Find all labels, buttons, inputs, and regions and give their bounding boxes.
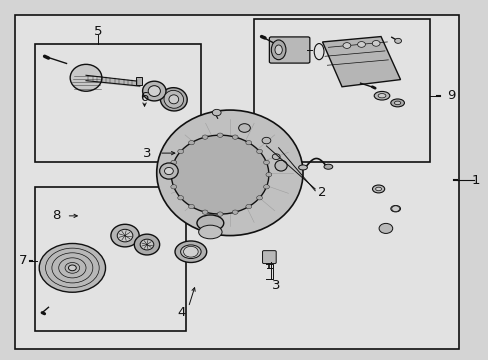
Text: 1: 1	[471, 174, 479, 186]
Circle shape	[232, 210, 238, 214]
Text: 6: 6	[140, 91, 148, 104]
Ellipse shape	[274, 160, 286, 171]
Circle shape	[263, 160, 269, 165]
Circle shape	[170, 160, 176, 165]
Circle shape	[68, 265, 76, 271]
Circle shape	[371, 41, 379, 46]
Circle shape	[265, 172, 271, 177]
Text: 7: 7	[19, 254, 27, 267]
Ellipse shape	[372, 185, 384, 193]
Circle shape	[256, 149, 262, 154]
Circle shape	[262, 137, 270, 144]
Bar	[254, 19, 429, 162]
Circle shape	[238, 124, 250, 132]
Ellipse shape	[140, 239, 154, 250]
Ellipse shape	[298, 165, 307, 170]
Circle shape	[342, 42, 350, 48]
Text: 3: 3	[271, 279, 280, 292]
Polygon shape	[322, 37, 400, 87]
Ellipse shape	[175, 241, 206, 262]
Ellipse shape	[197, 215, 224, 231]
FancyBboxPatch shape	[262, 251, 276, 264]
Ellipse shape	[324, 164, 332, 169]
Circle shape	[217, 133, 223, 137]
Text: 2: 2	[318, 186, 326, 199]
Circle shape	[188, 140, 194, 145]
Ellipse shape	[180, 245, 201, 258]
Circle shape	[188, 204, 194, 209]
Ellipse shape	[160, 88, 187, 111]
Text: 9: 9	[447, 89, 455, 102]
Text: 4: 4	[177, 306, 185, 319]
Circle shape	[245, 204, 251, 209]
Circle shape	[212, 109, 221, 116]
Circle shape	[378, 224, 392, 233]
Ellipse shape	[117, 229, 133, 242]
Ellipse shape	[159, 163, 178, 179]
Ellipse shape	[377, 94, 385, 98]
Ellipse shape	[171, 135, 268, 214]
Ellipse shape	[168, 95, 178, 104]
Text: 8: 8	[53, 210, 61, 222]
Circle shape	[202, 135, 207, 139]
Ellipse shape	[390, 206, 400, 212]
Ellipse shape	[148, 86, 160, 96]
Ellipse shape	[111, 224, 139, 247]
Bar	[35, 44, 200, 162]
Ellipse shape	[157, 110, 303, 235]
Circle shape	[245, 140, 251, 145]
Circle shape	[183, 246, 198, 257]
Ellipse shape	[394, 101, 400, 105]
Ellipse shape	[373, 91, 389, 100]
Ellipse shape	[390, 99, 404, 107]
Circle shape	[391, 206, 399, 212]
Ellipse shape	[271, 40, 285, 60]
Circle shape	[232, 135, 238, 139]
Text: 3: 3	[142, 147, 151, 159]
Circle shape	[170, 185, 176, 189]
Circle shape	[217, 212, 223, 216]
FancyBboxPatch shape	[269, 37, 309, 63]
Circle shape	[177, 149, 183, 154]
Circle shape	[168, 172, 174, 177]
Circle shape	[177, 195, 183, 200]
Ellipse shape	[142, 81, 165, 101]
Bar	[136, 77, 142, 85]
Text: 5: 5	[94, 25, 102, 38]
Circle shape	[357, 41, 365, 47]
Ellipse shape	[163, 90, 183, 108]
Circle shape	[256, 195, 262, 200]
Ellipse shape	[274, 45, 282, 55]
Circle shape	[202, 210, 207, 214]
Ellipse shape	[134, 234, 159, 255]
Circle shape	[263, 185, 269, 189]
Bar	[35, 187, 185, 330]
Ellipse shape	[375, 187, 381, 191]
Circle shape	[39, 243, 105, 292]
Ellipse shape	[164, 167, 173, 175]
Circle shape	[394, 39, 401, 43]
Ellipse shape	[198, 225, 222, 239]
Ellipse shape	[70, 64, 102, 91]
Circle shape	[272, 154, 280, 159]
